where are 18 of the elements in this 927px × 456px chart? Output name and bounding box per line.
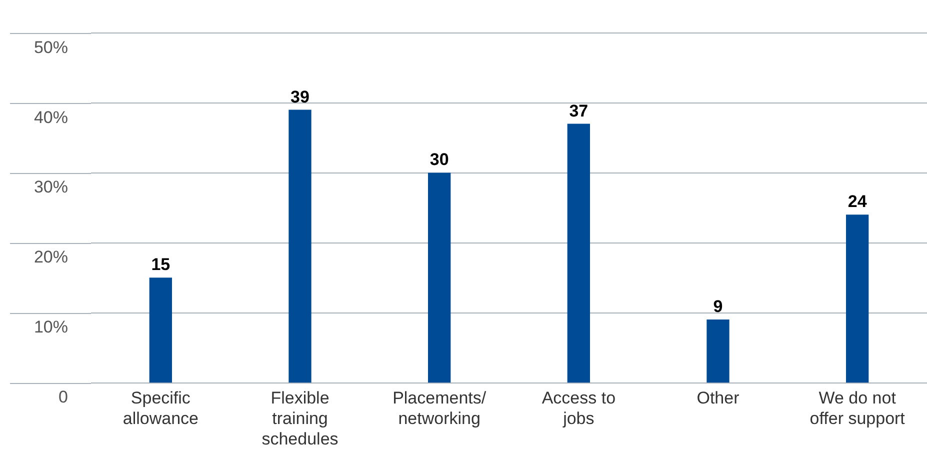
data-label: 24: [848, 192, 868, 212]
x-tick-label: Other: [696, 388, 740, 408]
y-tick-label: 40%: [34, 108, 68, 127]
x-tick-label: Placements/ networking: [392, 388, 486, 428]
y-tick-label: 20%: [34, 248, 68, 267]
x-tick-label: Flexible training schedules: [262, 388, 338, 448]
data-label: 30: [430, 150, 449, 170]
x-tick-label: Specific allowance: [122, 388, 198, 428]
x-tick-label: We do not offer support: [810, 388, 906, 428]
x-tick-label: Access to jobs: [542, 388, 616, 428]
data-label: 15: [151, 255, 170, 274]
y-tick-label: 30%: [34, 178, 68, 197]
data-label: 39: [290, 87, 310, 106]
y-tick-label: 50%: [34, 38, 68, 57]
y-tick-label: 0: [58, 387, 68, 406]
y-tick-label: 10%: [34, 318, 68, 337]
data-label: 9: [713, 297, 723, 316]
data-label: 37: [569, 101, 588, 120]
